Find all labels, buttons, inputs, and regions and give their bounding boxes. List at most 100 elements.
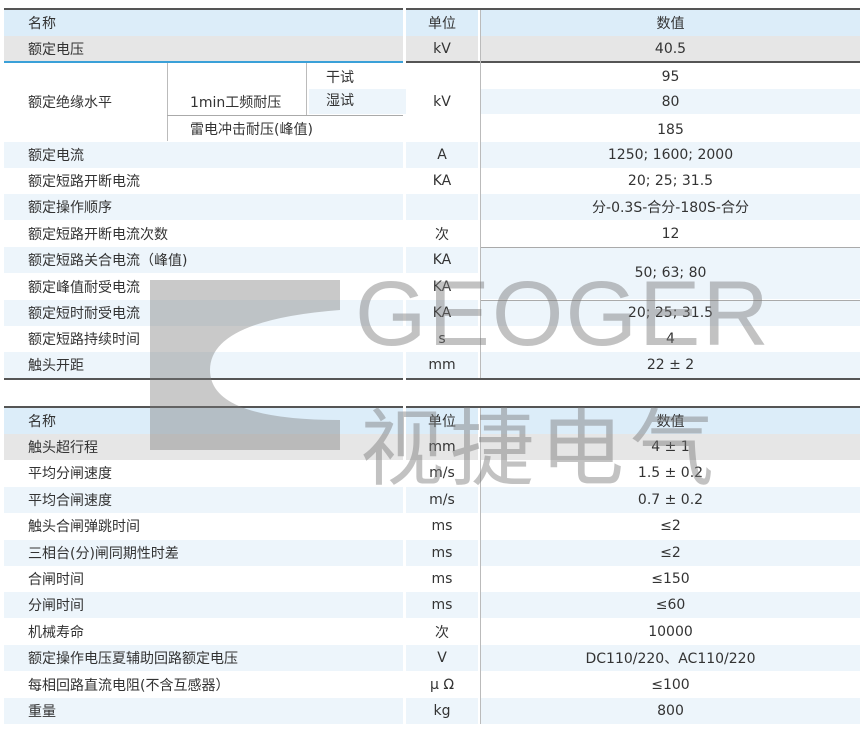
table-row: 平均合闸速度 m/s 0.7 ± 0.2 — [4, 486, 860, 513]
row-name: 重量 — [4, 698, 403, 724]
table-row: 额定操作电压夏辅助回路额定电压 V DC110/220、AC110/220 — [4, 645, 860, 672]
row-unit: mm — [406, 434, 478, 460]
row-value: 12 — [661, 226, 680, 242]
table-row: 额定短路持续时间 s 4 — [4, 326, 860, 352]
row-value: 22 ± 2 — [481, 352, 860, 378]
insulation-name: 额定绝缘水平 — [28, 95, 112, 111]
row-name: 触头开距 — [4, 352, 403, 378]
row-name: 额定操作顺序 — [4, 194, 403, 220]
row-unit: ms — [431, 571, 453, 587]
dry-test-label: 干试 — [326, 70, 354, 86]
header-value: 数值 — [481, 408, 860, 434]
row-value: ≤60 — [481, 592, 860, 619]
row-value: 10000 — [648, 623, 693, 640]
row-name: 额定短路关合电流（峰值) — [4, 247, 403, 273]
lightning-value: 185 — [657, 121, 684, 138]
lightning-label: 雷电冲击耐压(峰值) — [190, 122, 313, 138]
row-value: DC110/220、AC110/220 — [481, 645, 860, 672]
row-unit: m/s — [429, 465, 455, 482]
row-unit: mm — [406, 352, 478, 378]
row-name: 触头超行程 — [4, 434, 403, 460]
row-name: 每相回路直流电阻(不含互感器） — [28, 677, 230, 694]
wet-test-label: 湿试 — [326, 93, 354, 109]
table-row: 额定操作顺序 分-0.3S-合分-180S-合分 — [4, 194, 860, 220]
header-name: 名称 — [4, 10, 403, 36]
table-header: 名称 单位 数值 — [4, 10, 860, 36]
table-row: 额定短路开断电流 KA 20; 25; 31.5 — [4, 168, 860, 194]
row-value: 分-0.3S-合分-180S-合分 — [481, 194, 860, 220]
table-row: 重量 kg 800 — [4, 698, 860, 724]
row-name: 三相台(分)闸同期性时差 — [4, 539, 403, 566]
table-row: 额定峰值耐受电流 KA — [4, 274, 860, 300]
row-unit: 次 — [435, 624, 449, 641]
row-name: 额定电流 — [4, 142, 403, 168]
table-row: 触头超行程 mm 4 ± 1 — [4, 434, 860, 460]
table-header: 名称 单位 数值 — [4, 408, 860, 434]
row-value: ≤2 — [481, 539, 860, 566]
row-name: 机械寿命 — [28, 624, 84, 641]
row-value: 1250; 1600; 2000 — [481, 142, 860, 168]
row-value: 20; 25; 31.5 — [481, 300, 860, 326]
power-frequency-label: 1min工频耐压 — [190, 95, 282, 111]
row-unit: m/s — [406, 486, 478, 513]
row-name: 额定峰值耐受电流 — [28, 280, 140, 296]
row-unit: KA — [432, 173, 452, 189]
row-unit: s — [438, 331, 446, 347]
table-row: 机械寿命 次 10000 — [4, 619, 860, 645]
header-name: 名称 — [4, 408, 403, 434]
table-row: 触头合闸弹跳时间 ms ≤2 — [4, 513, 860, 539]
insulation-unit: kV — [433, 94, 451, 110]
row-unit: KA — [406, 247, 478, 273]
spec-table-1: 名称 单位 数值 额定电压 kV 40.5 额定绝缘水平 1min工频耐压 干试… — [4, 0, 860, 380]
row-unit: kg — [406, 698, 478, 724]
row-name: 平均合闸速度 — [4, 486, 403, 513]
row-value: ≤150 — [651, 571, 690, 587]
row-unit: KA — [406, 300, 478, 326]
row-name: 额定操作电压夏辅助回路额定电压 — [4, 645, 403, 672]
row-value: 0.7 ± 0.2 — [481, 486, 860, 513]
row-unit: μ Ω — [429, 676, 455, 693]
table-row: 分闸时间 ms ≤60 — [4, 592, 860, 619]
row-name: 合闸时间 — [28, 572, 84, 588]
header-value: 数值 — [481, 10, 860, 36]
row-unit: ms — [406, 539, 478, 566]
table-row: 额定短路关合电流（峰值) KA 50; 63; 80 — [4, 247, 860, 299]
row-name: 额定短路开断电流次数 — [28, 227, 168, 243]
table-row: 合闸时间 ms ≤150 — [4, 566, 860, 592]
row-unit: KA — [432, 279, 452, 295]
row-name: 额定短时耐受电流 — [4, 300, 403, 326]
row-name: 额定短路开断电流 — [28, 174, 140, 190]
row-value: 800 — [481, 698, 860, 724]
table-row: 额定短时耐受电流 KA 20; 25; 31.5 — [4, 300, 860, 326]
table-row: 额定短路开断电流次数 次 12 — [4, 221, 860, 247]
dry-value: 95 — [661, 68, 680, 85]
row-unit: ms — [406, 592, 478, 619]
header-unit: 单位 — [406, 10, 478, 36]
table-row: 额定电流 A 1250; 1600; 2000 — [4, 142, 860, 168]
row-value: 1.5 ± 0.2 — [637, 465, 704, 482]
spec-table-2: 名称 单位 数值 触头超行程 mm 4 ± 1 平均分闸速度 m/s 1.5 ± 0.2 平… — [4, 0, 860, 741]
row-name: 额定电压 — [4, 36, 403, 62]
row-name: 额定短路持续时间 — [28, 332, 140, 348]
row-value: ≤2 — [660, 518, 681, 535]
table-row: 每相回路直流电阻(不含互感器） μ Ω ≤100 — [4, 672, 860, 698]
table-row: 平均分闸速度 m/s 1.5 ± 0.2 — [4, 460, 860, 486]
row-name: 平均分闸速度 — [28, 466, 112, 483]
row-unit: kV — [406, 36, 478, 62]
row-value: 50; 63; 80 — [481, 247, 860, 299]
header-unit: 单位 — [406, 408, 478, 434]
row-value: ≤100 — [651, 676, 690, 693]
row-value: 20; 25; 31.5 — [627, 173, 714, 189]
row-name: 触头合闸弹跳时间 — [28, 519, 140, 536]
row-unit — [406, 194, 478, 220]
row-value: 40.5 — [481, 36, 860, 62]
table-row: 触头开距 mm 22 ± 2 — [4, 352, 860, 378]
table-row: 额定电压 kV 40.5 — [4, 36, 860, 62]
row-value: 4 — [666, 331, 675, 347]
row-name: 分闸时间 — [4, 592, 403, 619]
wet-value: 80 — [661, 93, 680, 110]
row-value: 4 ± 1 — [481, 434, 860, 460]
table-row: 三相台(分)闸同期性时差 ms ≤2 — [4, 539, 860, 566]
row-unit: ms — [431, 518, 453, 535]
row-unit: A — [406, 142, 478, 168]
